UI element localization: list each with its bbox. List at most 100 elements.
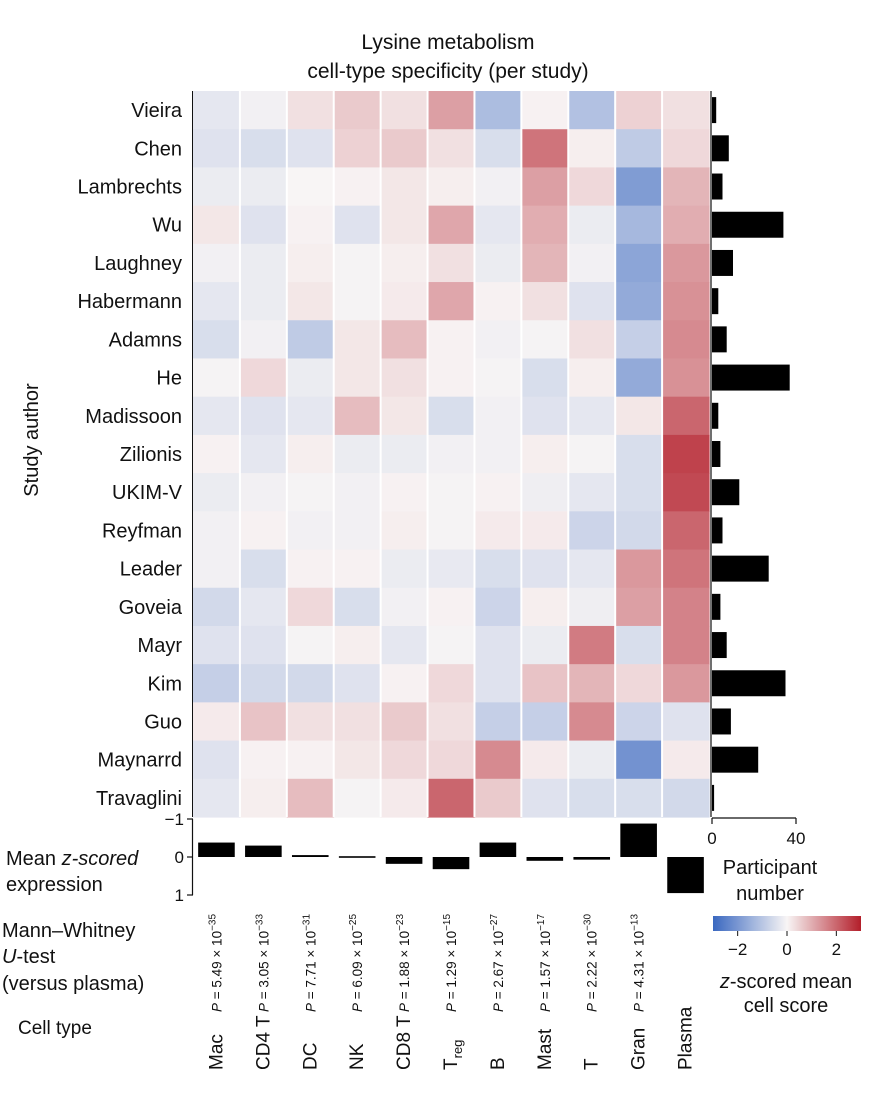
row-label: Vieira: [131, 100, 183, 122]
heatmap-cell: [568, 358, 616, 398]
mean-bar: [385, 857, 423, 864]
heatmap-cell: [427, 320, 476, 360]
heatmap-cell: [286, 587, 335, 627]
heatmap-cell: [474, 396, 522, 436]
heatmap-cell: [568, 740, 616, 780]
p-mantissa: = 6.09 × 10: [350, 931, 365, 1003]
heatmap-cell: [193, 320, 241, 360]
heatmap-cell: [193, 511, 241, 551]
column-label: DC: [300, 1043, 321, 1070]
test-label-u: U: [2, 946, 17, 968]
p-symbol: P: [444, 1003, 459, 1012]
heatmap-cell: [427, 702, 476, 742]
heatmap-cell: [615, 167, 663, 207]
heatmap-cell: [521, 205, 569, 245]
y-axis-title: Study author: [21, 383, 43, 497]
row-label: Guo: [144, 712, 182, 734]
heatmap-cell: [662, 587, 710, 627]
mean-bar: [338, 856, 376, 858]
column-label: CD4 T: [253, 1015, 274, 1070]
p-mantissa: = 1.88 × 10: [397, 931, 412, 1003]
heatmap-cell: [427, 473, 476, 512]
row-label: Mayr: [138, 635, 183, 657]
row-label: Zilionis: [120, 444, 182, 466]
heatmap-cell: [427, 396, 476, 436]
heatmap-cell: [193, 702, 241, 742]
heatmap-cell: [380, 740, 429, 780]
heatmap-cell: [380, 358, 429, 398]
heatmap-cell: [662, 473, 710, 512]
heatmap-cell: [474, 91, 522, 130]
mean-bar: [432, 857, 470, 870]
mean-bars: [198, 823, 704, 894]
heatmap-cell: [380, 205, 429, 245]
heatmap-cell: [286, 778, 335, 818]
heatmap-cell: [427, 511, 476, 551]
heatmap-cell: [615, 282, 663, 321]
heatmap-cell: [380, 549, 429, 589]
p-symbol: P: [256, 1003, 271, 1012]
heatmap-cell: [521, 664, 569, 703]
heatmap-cell: [239, 167, 288, 207]
heatmap-cell: [474, 434, 522, 474]
heatmap-cell: [521, 702, 569, 742]
participant-bar: [712, 746, 759, 773]
row-label: Travaglini: [96, 788, 182, 810]
column-label-main: T: [441, 1058, 462, 1070]
cell-type-heading: Cell type: [18, 1018, 92, 1039]
heatmap-cell: [333, 473, 382, 512]
heatmap-cell: [662, 320, 710, 360]
heatmap-cell: [239, 434, 288, 474]
heatmap-cell: [333, 587, 382, 627]
heatmap-cell: [662, 243, 710, 283]
p-mantissa: = 7.71 × 10: [303, 931, 318, 1003]
row-label: Lambrechts: [78, 177, 183, 199]
heatmap-cell: [427, 167, 476, 207]
heatmap-cell: [427, 740, 476, 780]
p-symbol: P: [397, 1003, 412, 1012]
heatmap-cell: [380, 396, 429, 436]
row-label: UKIM-V: [112, 482, 183, 504]
mean-bar: [526, 857, 564, 861]
row-label: Kim: [148, 673, 182, 695]
p-symbol: P: [538, 1003, 553, 1012]
column-label-sub: reg: [450, 1040, 465, 1059]
p-value-label: P = 1.57 × 10−17: [536, 914, 553, 1012]
mean-bar: [245, 845, 282, 857]
heatmap-cell: [662, 511, 710, 551]
heatmap-cell: [286, 205, 335, 245]
heatmap-cell: [662, 778, 710, 818]
heatmap-cell: [662, 396, 710, 436]
heatmap-cell: [474, 702, 522, 742]
participant-bar: [712, 593, 721, 620]
mean-bar: [620, 823, 657, 857]
heatmap-cell: [568, 282, 616, 321]
heatmap-cell: [333, 129, 382, 169]
heatmap-cell: [193, 167, 241, 207]
participant-bar: [712, 784, 715, 811]
heatmap-cell: [662, 434, 710, 474]
heatmap-cell: [568, 129, 616, 169]
p-symbol: P: [350, 1003, 365, 1012]
mean-axis: −1 0 1: [165, 810, 194, 905]
heatmap-cell: [568, 91, 616, 130]
participant-bars: [710, 91, 790, 817]
test-label-line2: U-test: [2, 946, 56, 968]
p-value-label: P = 2.67 × 10−27: [489, 914, 506, 1012]
test-label-line1: Mann–Whitney: [2, 920, 135, 942]
heatmap-cell: [615, 91, 663, 130]
heatmap-cell: [568, 205, 616, 245]
heatmap-cell: [333, 434, 382, 474]
heatmap-cell: [662, 664, 710, 703]
mean-tick-label: 1: [175, 886, 184, 905]
p-mantissa: = 1.29 × 10: [444, 931, 459, 1003]
heatmap-cell: [474, 167, 522, 207]
heatmap-cell: [615, 664, 663, 703]
heatmap-cell: [333, 664, 382, 703]
column-label-main: DC: [300, 1043, 321, 1070]
heatmap-cell: [474, 740, 522, 780]
colorbar-tick-label: −2: [728, 940, 747, 959]
column-label: CD8 T: [394, 1015, 415, 1070]
heatmap-cell: [615, 549, 663, 589]
colorbar-tick-label: 0: [782, 940, 791, 959]
